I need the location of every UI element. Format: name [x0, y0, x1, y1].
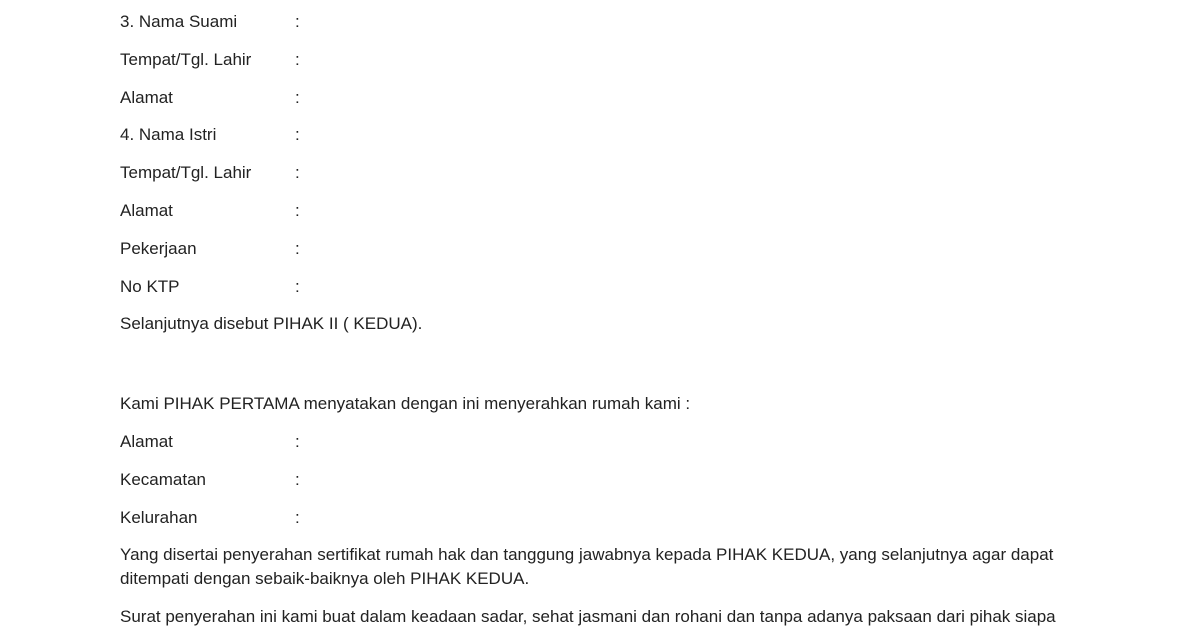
field-row: Tempat/Tgl. Lahir :: [120, 161, 1080, 185]
field-colon: :: [295, 237, 305, 261]
field-row: Kelurahan :: [120, 506, 1080, 530]
field-label: 4. Nama Istri: [120, 123, 295, 147]
section-gap: [120, 350, 1080, 378]
field-row: Pekerjaan :: [120, 237, 1080, 261]
field-colon: :: [295, 199, 305, 223]
field-colon: :: [295, 161, 305, 185]
field-label: Alamat: [120, 86, 295, 110]
field-label: Tempat/Tgl. Lahir: [120, 161, 295, 185]
field-row: No KTP :: [120, 275, 1080, 299]
field-colon: :: [295, 468, 305, 492]
paragraph-2: Surat penyerahan ini kami buat dalam kea…: [120, 605, 1080, 630]
field-label: Pekerjaan: [120, 237, 295, 261]
field-label: Kelurahan: [120, 506, 295, 530]
field-row: Alamat :: [120, 86, 1080, 110]
field-colon: :: [295, 86, 305, 110]
field-colon: :: [295, 10, 305, 34]
field-colon: :: [295, 123, 305, 147]
field-colon: :: [295, 430, 305, 454]
field-label: Kecamatan: [120, 468, 295, 492]
field-row: Alamat :: [120, 430, 1080, 454]
field-colon: :: [295, 275, 305, 299]
intro-line: Kami PIHAK PERTAMA menyatakan dengan ini…: [120, 392, 1080, 416]
paragraph-1: Yang disertai penyerahan sertifikat ruma…: [120, 543, 1080, 591]
field-row: Tempat/Tgl. Lahir :: [120, 48, 1080, 72]
field-label: 3. Nama Suami: [120, 10, 295, 34]
document-page: 3. Nama Suami : Tempat/Tgl. Lahir : Alam…: [0, 0, 1200, 630]
field-label: Alamat: [120, 430, 295, 454]
field-colon: :: [295, 48, 305, 72]
field-label: Alamat: [120, 199, 295, 223]
field-row: 4. Nama Istri :: [120, 123, 1080, 147]
field-label: Tempat/Tgl. Lahir: [120, 48, 295, 72]
party-designation-line: Selanjutnya disebut PIHAK II ( KEDUA).: [120, 312, 1080, 336]
field-label: No KTP: [120, 275, 295, 299]
field-row: Kecamatan :: [120, 468, 1080, 492]
field-row: 3. Nama Suami :: [120, 10, 1080, 34]
field-colon: :: [295, 506, 305, 530]
field-row: Alamat :: [120, 199, 1080, 223]
